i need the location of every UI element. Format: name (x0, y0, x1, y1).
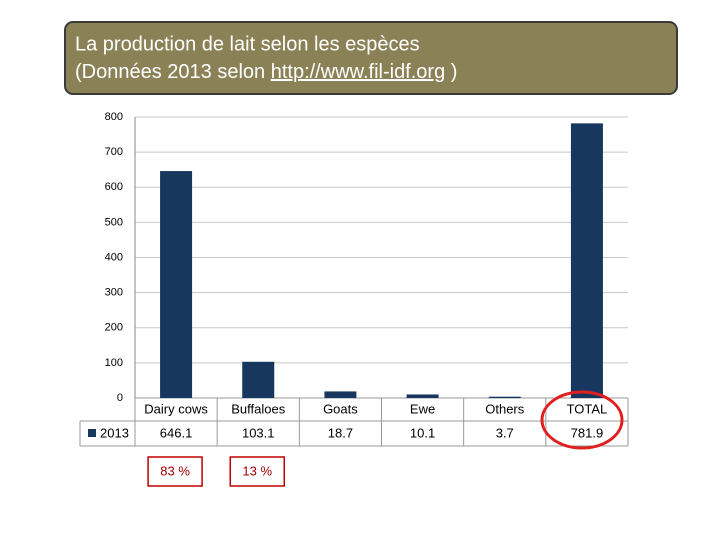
y-tick-label: 0 (117, 392, 123, 404)
table-value: 103.1 (242, 425, 275, 440)
annotation-box (229, 456, 285, 487)
y-tick-label: 100 (105, 357, 123, 369)
chart-title: La production de lait selon les espèces (75, 33, 420, 55)
table-value: 781.9 (571, 425, 604, 440)
y-tick-label: 400 (105, 251, 123, 263)
subtitle-text: ) (445, 61, 457, 83)
table-value: 646.1 (160, 425, 193, 440)
bar (406, 394, 439, 398)
bar (242, 361, 275, 398)
x-tick-label: Ewe (410, 401, 435, 416)
y-tick-label: 800 (105, 111, 123, 123)
x-tick-label: Dairy cows (144, 401, 208, 416)
annotation: 13 % (242, 463, 272, 478)
legend-swatch (88, 429, 96, 437)
legend-label: 2013 (100, 425, 129, 440)
table-value: 10.1 (410, 425, 435, 440)
highlight-ellipse (540, 390, 624, 450)
x-tick-label: TOTAL (567, 401, 608, 416)
subtitle-link[interactable]: http://www.fil-idf.org (271, 61, 446, 83)
x-tick-label: Others (485, 401, 525, 416)
bar (324, 391, 357, 398)
x-tick-label: Goats (323, 401, 358, 416)
title-box (64, 21, 678, 95)
bar (488, 396, 521, 398)
bar (160, 171, 193, 398)
y-tick-label: 500 (105, 216, 123, 228)
annotation: 83 % (160, 463, 190, 478)
y-tick-label: 600 (105, 181, 123, 193)
subtitle-text: (Données 2013 selon (75, 61, 271, 83)
bar (570, 123, 603, 398)
y-tick-label: 300 (105, 287, 123, 299)
table-value: 18.7 (328, 425, 353, 440)
annotation-box (147, 456, 203, 487)
chart-subtitle: (Données 2013 selon http://www.fil-idf.o… (75, 61, 457, 83)
table-value: 3.7 (496, 425, 514, 440)
x-tick-label: Buffaloes (231, 401, 285, 416)
y-tick-label: 200 (105, 322, 123, 334)
y-tick-label: 700 (105, 146, 123, 158)
plot: 0 100 200 300 400 500 600 700 800 2013 646.1 103.1 1… (79, 111, 629, 487)
